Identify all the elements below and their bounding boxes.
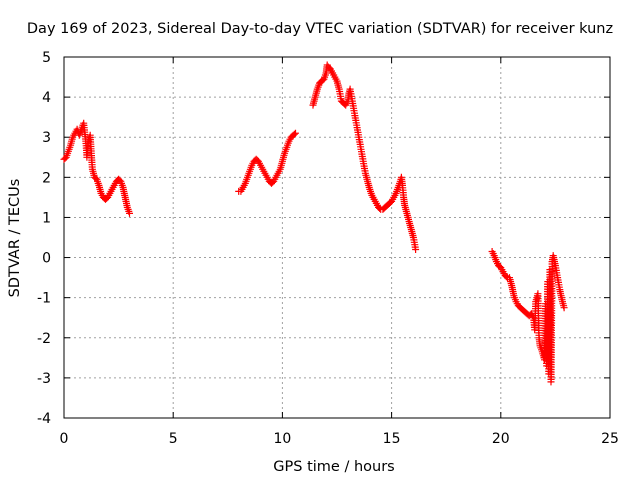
y-tick-label: 4 — [42, 90, 51, 106]
data-point — [560, 304, 568, 312]
data-point — [412, 246, 420, 253]
data-point — [292, 129, 299, 137]
x-tick-label: 15 — [383, 431, 401, 447]
y-tick-label: 2 — [42, 170, 51, 186]
y-tick-label: -2 — [37, 331, 51, 347]
data-point — [126, 209, 133, 217]
y-tick-label: -3 — [37, 371, 51, 387]
x-tick-label: 10 — [273, 431, 291, 447]
x-tick-label: 20 — [492, 431, 510, 447]
data-points — [60, 61, 568, 386]
y-tick-label: -1 — [37, 291, 51, 307]
x-tick-label: 5 — [169, 431, 178, 447]
chart-title: Day 169 of 2023, Sidereal Day-to-day VTE… — [27, 21, 613, 37]
x-tick-label: 0 — [60, 431, 69, 447]
y-tick-label: 5 — [42, 50, 51, 66]
y-tick-label: 1 — [42, 210, 51, 226]
data-point — [290, 130, 298, 138]
y-tick-label: -4 — [37, 411, 51, 427]
grid — [64, 57, 610, 418]
x-tick-label: 25 — [601, 431, 619, 447]
y-tick-label: 0 — [42, 251, 51, 267]
y-axis-label: SDTVAR / TECUs — [7, 179, 23, 298]
plot-frame — [63, 56, 611, 419]
x-axis-label: GPS time / hours — [273, 459, 394, 475]
data-point — [502, 273, 510, 281]
y-tick-label: 3 — [42, 130, 51, 146]
